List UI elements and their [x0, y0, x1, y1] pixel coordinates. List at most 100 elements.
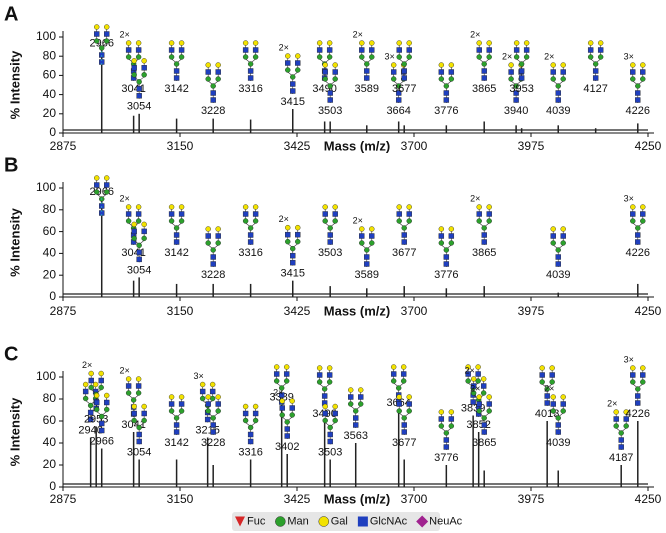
glycan-sugar [131, 72, 137, 78]
glycan-glcnac [630, 211, 636, 217]
glycan-sugar [215, 76, 221, 82]
glycan-glcnac [550, 401, 556, 407]
glycan-sugar [94, 189, 100, 195]
glycan-sugar [406, 218, 412, 224]
glycan-sugar [178, 204, 185, 210]
glycan-bond [441, 63, 452, 103]
glycan-note: 2× [470, 29, 480, 39]
glycan-glcnac [635, 239, 641, 245]
glycan-note: 2× [502, 51, 512, 61]
glycan-sugar [486, 40, 492, 46]
glycan-sugar [359, 226, 365, 232]
glycan-note: 2× [353, 29, 363, 39]
glycan-glcnac [481, 232, 487, 238]
glycan-sugar [326, 40, 333, 46]
y-tick-label: 20 [43, 106, 57, 120]
glycan-sugar [173, 61, 180, 67]
glycan-sugar [438, 76, 445, 82]
glycan-sugar [82, 395, 89, 402]
glycan-glcnac [204, 416, 211, 423]
glycan-note: 2× [465, 365, 475, 375]
glycan-sugar [178, 218, 185, 224]
glycan-sugar [369, 40, 375, 46]
glycan-sugar [555, 83, 561, 89]
glycan-sugar [173, 225, 180, 231]
glycan-sugar [295, 67, 301, 73]
glycan-sugar [630, 204, 636, 210]
peak-label: 2966 [89, 186, 113, 198]
glycan-sugar [136, 79, 142, 85]
peak-label: 4226 [626, 105, 650, 117]
peak-label: 3316 [238, 446, 262, 458]
glycan-sugar [141, 235, 147, 242]
glycan-glcnac [640, 211, 646, 217]
glycan-note: 2× [470, 383, 480, 393]
glycan-sugar [141, 221, 147, 228]
glycan-glcnac [279, 405, 285, 411]
glycan-sugar [295, 238, 301, 245]
glycan-glcnac [480, 383, 487, 389]
y-tick-label: 100 [36, 180, 56, 194]
glycan-glcnac [205, 69, 211, 75]
glycan-glcnac [326, 372, 333, 378]
glycan-glcnac [326, 47, 333, 53]
glycan-sugar [178, 40, 185, 46]
glycan-sugar [135, 54, 142, 60]
glycan-sugar [544, 386, 550, 392]
glycan-sugar [438, 240, 445, 246]
glycan-glcnac [332, 211, 338, 217]
glycan-glcnac [290, 88, 296, 94]
glycan-glcnac [635, 393, 641, 399]
glycan-glcnac [401, 75, 407, 81]
glycan-sugar [295, 224, 301, 231]
glycan-sugar [168, 394, 175, 400]
glycan-sugar [369, 226, 375, 232]
glycan-sugar [486, 204, 492, 210]
x-axis-title: Mass (m/z) [324, 138, 390, 153]
glycan-glcnac [539, 372, 545, 378]
glycan-sugar [131, 221, 137, 228]
peak-label: 3415 [281, 96, 305, 108]
glycan-sugar [94, 392, 100, 399]
glycan-glcnac [136, 249, 142, 256]
glycan-glcnac [401, 232, 407, 238]
glycan-sugar [513, 83, 519, 89]
glycan-sugar [549, 365, 555, 371]
peak-label: 3142 [164, 247, 188, 259]
glycan-sugar [630, 365, 636, 371]
glycan-sugar [539, 379, 545, 385]
glycan-sugar [178, 54, 185, 60]
glycan-glcnac [443, 97, 450, 103]
glycan-sugar [508, 76, 514, 82]
glycan-sugar [125, 204, 132, 210]
glycan-note: 3× [385, 51, 395, 61]
glycan-glcnac [406, 47, 412, 53]
y-tick-label: 0 [49, 289, 56, 303]
peak-label: 3776 [434, 269, 458, 281]
legend-symbol [416, 515, 429, 528]
glycan-glcnac [87, 409, 94, 416]
peak-label: 3563 [343, 430, 367, 442]
glycan-glcnac [327, 90, 333, 96]
glycan-glcnac [252, 410, 259, 417]
glycan-bond [281, 399, 293, 439]
glycan-glcnac [104, 31, 110, 37]
glycan-sugar [539, 365, 545, 371]
glycan-sugar [395, 385, 402, 391]
glycan-glcnac [396, 401, 402, 407]
glycan-glcnac [283, 371, 290, 377]
glycan-sugar [247, 225, 254, 231]
glycan-sugar [285, 67, 291, 73]
glycan-sugar [199, 395, 206, 402]
glycan-glcnac [587, 47, 594, 53]
glycan-glcnac [135, 383, 142, 389]
glycan-note: 2× [119, 193, 129, 203]
glycan-sugar [353, 408, 359, 414]
glycan-sugar [508, 62, 514, 68]
glycan-sugar [613, 409, 619, 415]
legend-symbol [275, 516, 286, 527]
glycan-sugar [592, 61, 599, 67]
glycan-bond [478, 41, 490, 81]
glycan-glcnac [125, 47, 132, 53]
glycan-glcnac [247, 68, 254, 74]
